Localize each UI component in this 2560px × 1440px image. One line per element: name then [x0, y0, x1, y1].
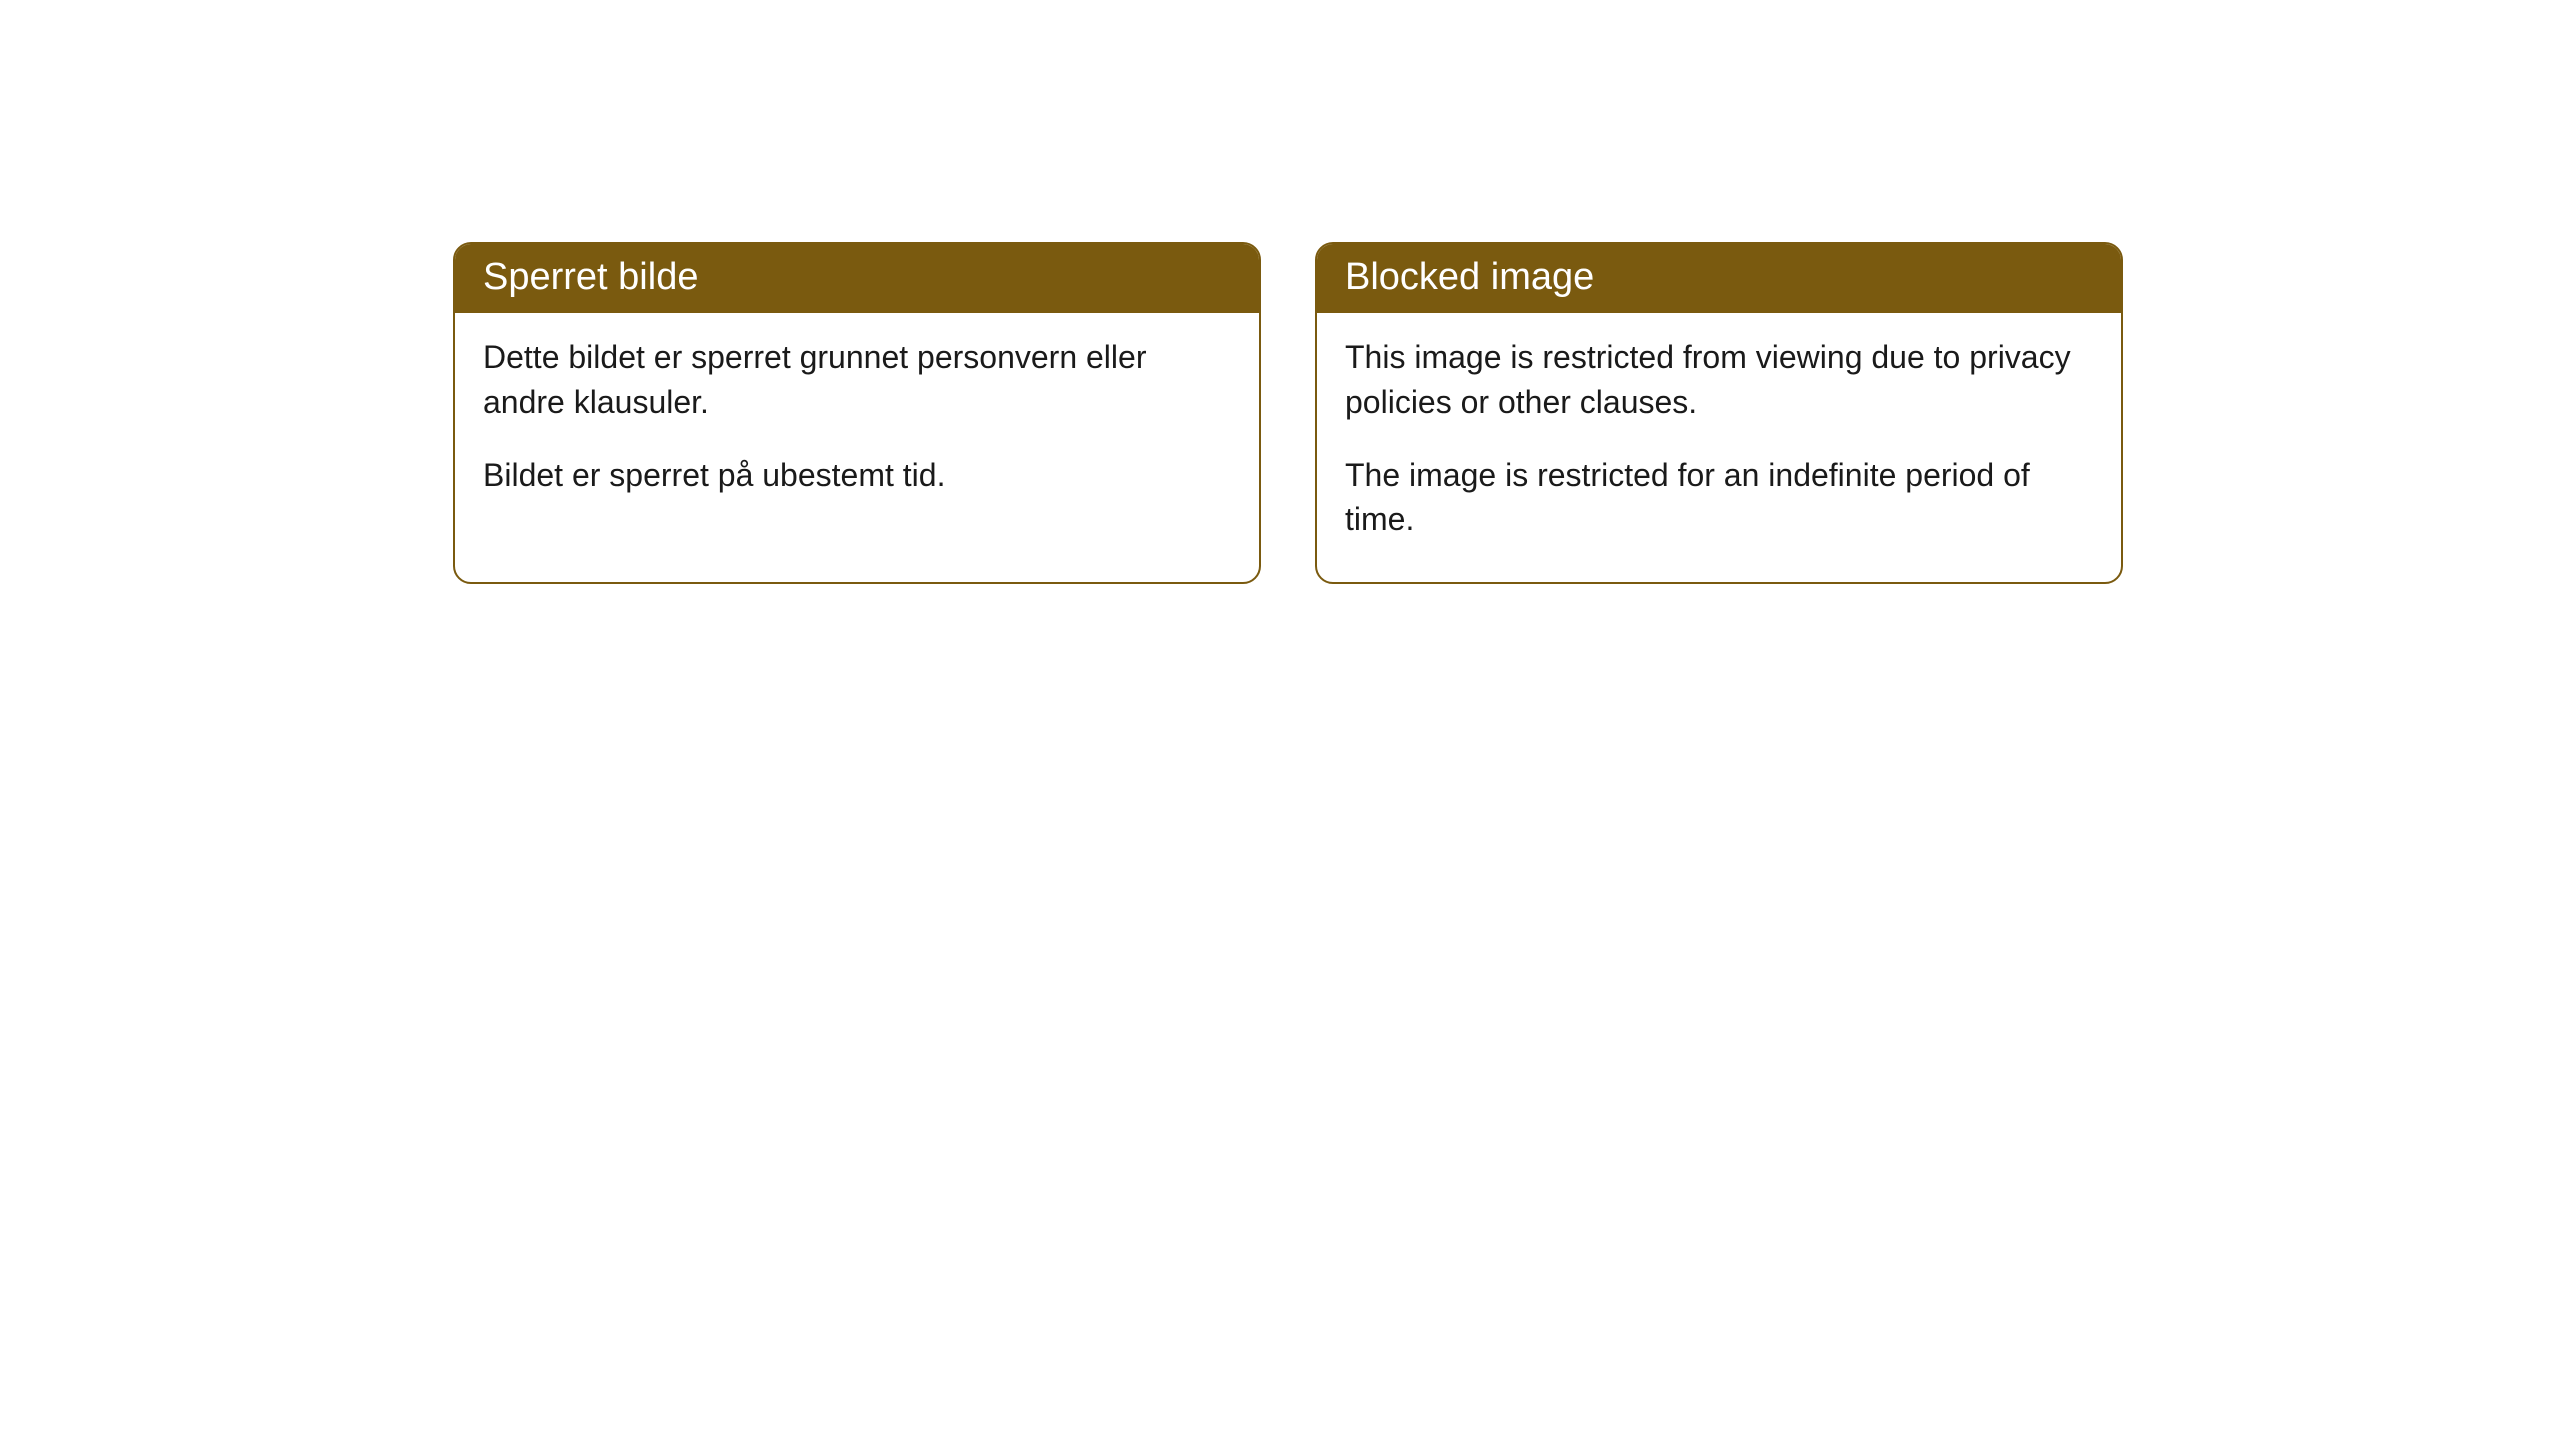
card-header: Sperret bilde	[455, 244, 1259, 313]
card-paragraph: This image is restricted from viewing du…	[1345, 335, 2093, 425]
card-body: Dette bildet er sperret grunnet personve…	[455, 313, 1259, 537]
card-paragraph: Dette bildet er sperret grunnet personve…	[483, 335, 1231, 425]
card-paragraph: Bildet er sperret på ubestemt tid.	[483, 453, 1231, 498]
card-body: This image is restricted from viewing du…	[1317, 313, 2121, 582]
card-header: Blocked image	[1317, 244, 2121, 313]
notice-card-no: Sperret bilde Dette bildet er sperret gr…	[453, 242, 1261, 584]
notice-container: Sperret bilde Dette bildet er sperret gr…	[453, 242, 2123, 584]
card-paragraph: The image is restricted for an indefinit…	[1345, 453, 2093, 543]
notice-card-en: Blocked image This image is restricted f…	[1315, 242, 2123, 584]
